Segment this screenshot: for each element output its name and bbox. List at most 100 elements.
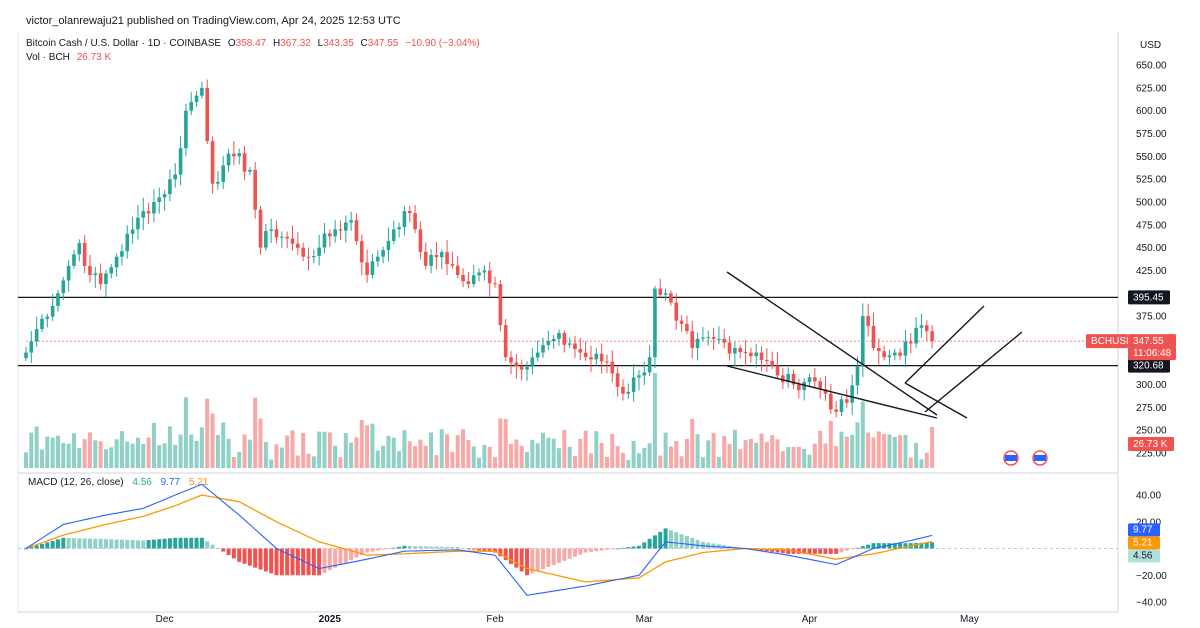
volume-bar: [887, 434, 892, 468]
macd-histogram-bar: [306, 548, 311, 576]
candle-body: [418, 229, 423, 252]
macd-histogram-bar: [855, 547, 860, 549]
macd-label: MACD (12, 26, close): [28, 477, 124, 488]
volume-bar: [189, 434, 194, 468]
macd-histogram-bar: [770, 548, 775, 552]
macd-value-badge-bg: [1128, 523, 1160, 537]
macd-tick-label: −20.00: [1136, 571, 1167, 582]
macd-histogram-bar: [61, 537, 66, 549]
macd-histogram-bar: [231, 548, 236, 559]
candle-body: [908, 341, 913, 344]
macd-histogram-bar: [173, 537, 178, 549]
open-label: O: [228, 38, 236, 49]
macd-histogram-bar: [141, 540, 146, 549]
candle-body: [130, 229, 135, 234]
candle-body: [232, 153, 236, 157]
volume-bar: [668, 446, 673, 468]
volume-bar: [738, 449, 743, 468]
volume-bar: [679, 456, 684, 468]
volume-bar: [503, 418, 508, 468]
volume-bar: [732, 429, 737, 468]
candle-body: [306, 256, 311, 258]
macd-pane: [18, 483, 1118, 596]
candle-body: [877, 348, 881, 352]
candle-body: [61, 280, 66, 294]
low-value: 343.35: [323, 38, 354, 49]
candle-body: [189, 102, 194, 111]
macd-histogram-bar: [541, 548, 546, 570]
macd-histogram-bar: [658, 531, 663, 549]
candle-body: [914, 327, 918, 344]
candle-body: [589, 357, 593, 360]
macd-histogram-bar: [66, 537, 71, 549]
macd-histogram-bar: [103, 539, 108, 549]
macd-histogram-bar: [839, 548, 844, 553]
candle-body: [701, 337, 705, 339]
macd-histogram-bar: [130, 540, 135, 549]
candle-body: [818, 381, 822, 390]
hist-value-badge-text: 4.56: [1133, 550, 1153, 561]
macd-histogram-bar: [167, 538, 172, 549]
macd-histogram-bar: [530, 548, 535, 574]
candle-body: [717, 338, 721, 340]
macd-histogram-bar: [87, 538, 92, 549]
macd-histogram-bar: [375, 548, 380, 551]
volume-bar: [578, 438, 583, 468]
volume-bar: [871, 437, 876, 468]
volume-bar: [924, 452, 929, 468]
price-tick-label: 375.00: [1136, 312, 1167, 323]
macd-histogram-bar: [834, 548, 839, 554]
candle-body: [493, 283, 497, 285]
candle-body: [503, 325, 508, 358]
candle-body: [642, 372, 647, 376]
candle-body: [29, 341, 34, 353]
macd-histogram-bar: [333, 548, 338, 568]
candle-body: [104, 273, 108, 285]
candle-body: [871, 325, 876, 349]
candle-body: [813, 377, 817, 382]
time-tick-label: Dec: [156, 614, 174, 625]
volume-bar: [546, 437, 551, 468]
candle-body: [797, 384, 801, 391]
price-tick-label: 425.00: [1136, 266, 1167, 277]
macd-histogram-bar: [615, 548, 620, 550]
volume-bar: [311, 456, 316, 468]
volume-bar: [636, 453, 641, 468]
macd-histogram-bar: [493, 548, 498, 553]
change-value: −10.90 (−3.04%): [405, 38, 480, 49]
volume-bar: [194, 440, 199, 468]
trendlines: [726, 271, 1023, 419]
macd-histogram-bar: [98, 538, 103, 549]
macd-histogram-bar: [477, 548, 482, 551]
volume-bar: [519, 445, 524, 468]
support-badge: 320.68: [1128, 358, 1170, 373]
candle-body: [850, 385, 854, 403]
macd-histogram-bar: [434, 546, 439, 549]
macd-histogram-bar: [29, 546, 34, 549]
macd-line: [25, 483, 933, 596]
candle-body: [898, 352, 902, 356]
macd-histogram-bar: [818, 548, 823, 554]
volume-bar: [876, 431, 881, 468]
volume-bar: [119, 431, 124, 468]
macd-signal-legend: 5.21: [189, 477, 209, 488]
candle-body: [322, 233, 327, 248]
candle-body: [242, 153, 247, 172]
volume-bar: [279, 447, 284, 468]
macd-histogram-bar: [39, 543, 44, 549]
candle-body: [530, 357, 535, 367]
macd-histogram-bar: [860, 546, 865, 549]
signal-value-badge-bg: [1128, 536, 1160, 550]
macd-histogram-bar: [242, 548, 247, 564]
volume-bar: [791, 446, 796, 468]
candle-body: [541, 345, 545, 353]
volume-bar: [610, 433, 615, 468]
candle-body: [866, 316, 870, 326]
candle-body: [194, 95, 199, 103]
candle-body: [157, 197, 162, 202]
macd-histogram-bar: [279, 548, 284, 576]
macd-histogram-bar: [205, 541, 210, 549]
event-flag-icon: [1005, 455, 1017, 461]
macd-histogram-bar: [866, 544, 871, 549]
